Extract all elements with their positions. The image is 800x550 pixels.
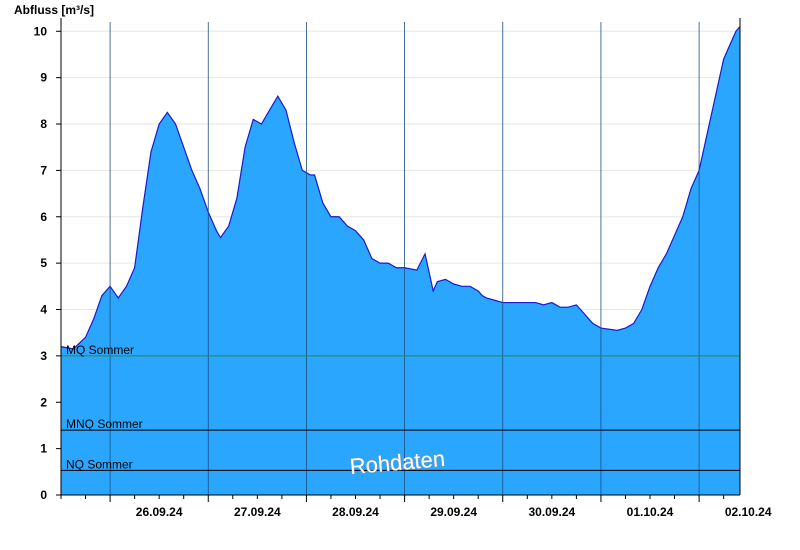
- x-tick-label: 30.09.24: [528, 505, 575, 519]
- y-axis-label: Abfluss [m³/s]: [14, 3, 94, 17]
- reference-line-label: NQ Sommer: [66, 457, 133, 471]
- x-tick-label: 27.09.24: [234, 505, 281, 519]
- reference-line-label: MNQ Sommer: [66, 417, 143, 431]
- day-separator-layer: [109, 22, 700, 495]
- y-tick-label: 0: [40, 488, 47, 502]
- y-tick-label: 4: [40, 303, 47, 317]
- y-tick-label: 6: [40, 210, 47, 224]
- discharge-area: [61, 26, 740, 495]
- x-tick-label: 29.09.24: [430, 505, 477, 519]
- y-tick-label: 2: [40, 395, 47, 409]
- y-tick-label: 8: [40, 117, 47, 131]
- reference-line-label: MQ Sommer: [66, 343, 134, 357]
- x-tick-label: 26.09.24: [136, 505, 183, 519]
- y-tick-label: 5: [40, 256, 47, 270]
- y-tick-label: 9: [40, 71, 47, 85]
- x-tick-label: 02.10.24: [725, 505, 772, 519]
- axes-layer: 0 1 2 3 4 5 6 7 8 9 10 26.09.24 27.09.24 28.09.24 29.0…: [34, 18, 772, 519]
- y-tick-label: 3: [40, 349, 47, 363]
- discharge-area-layer: [60, 26, 741, 495]
- y-tick-label: 7: [40, 163, 47, 177]
- y-tick-label: 10: [34, 24, 48, 38]
- discharge-line: [60, 26, 741, 350]
- x-tick-label: 01.10.24: [627, 505, 674, 519]
- y-tick-label: 1: [40, 442, 47, 456]
- x-tick-label: 28.09.24: [332, 505, 379, 519]
- reference-lines-layer: MQ Sommer MNQ Sommer NQ Sommer: [61, 343, 740, 471]
